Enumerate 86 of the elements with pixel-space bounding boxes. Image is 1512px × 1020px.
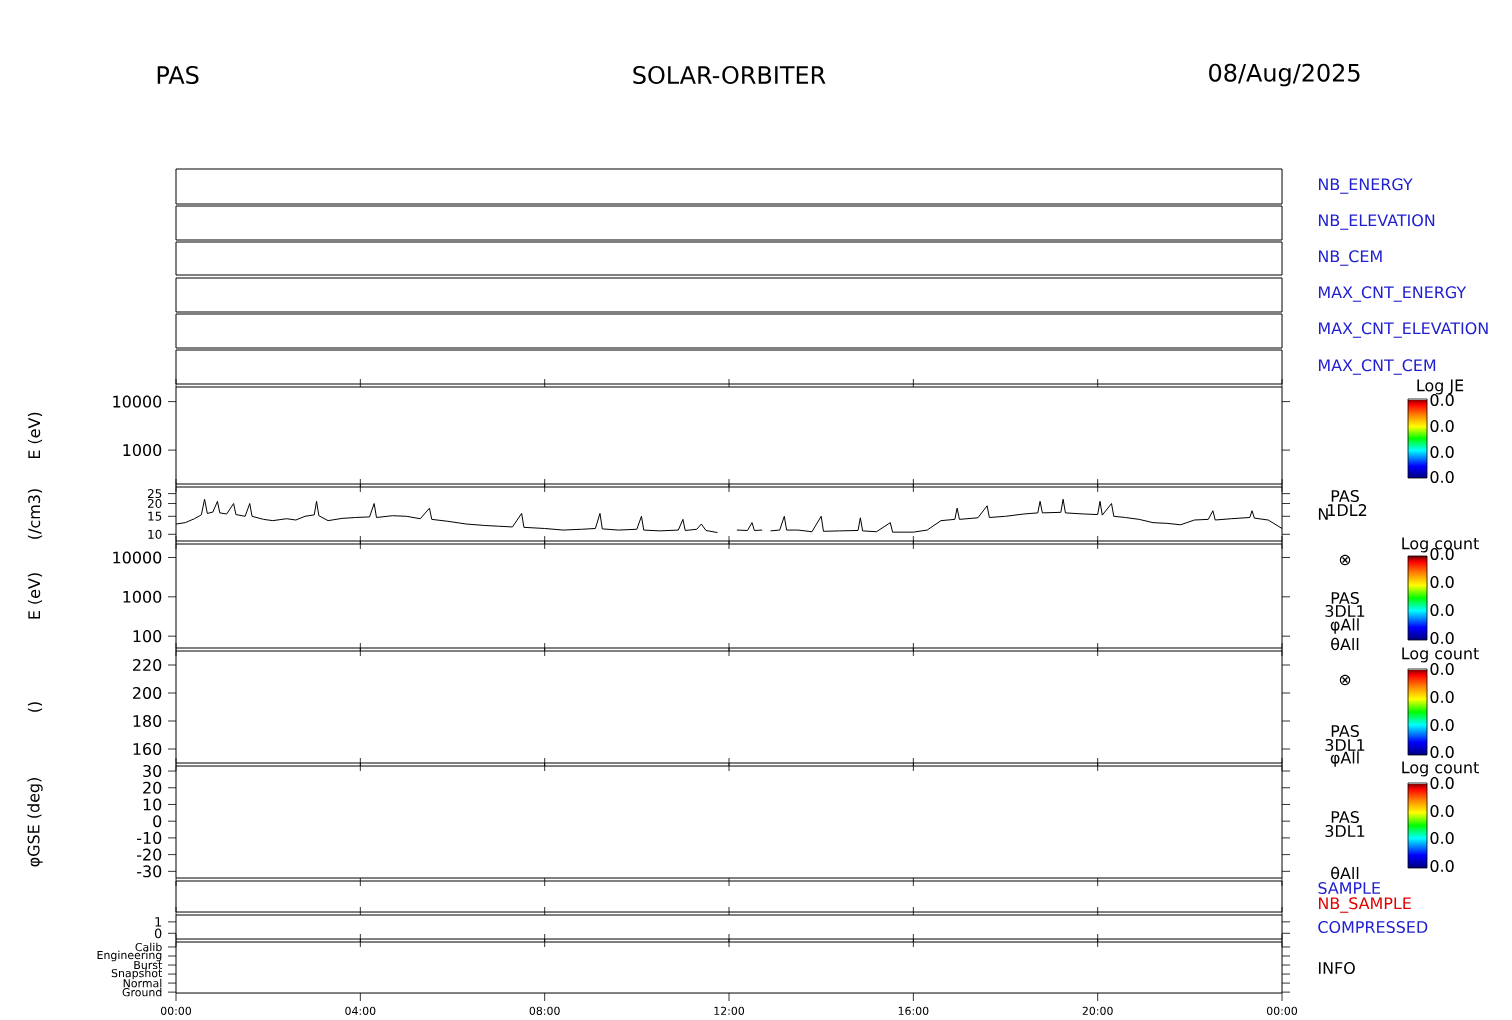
y-tick-label: 160: [133, 742, 162, 756]
y-tick-label: 10000: [113, 395, 162, 408]
y-tick-label: 100: [133, 630, 162, 643]
x-tick-label: 16:00: [898, 1006, 929, 1016]
x-tick-label: 12:00: [714, 1006, 745, 1016]
y-tick-label: 10000: [113, 551, 162, 564]
text: 0.0: [1430, 859, 1454, 873]
text: 3DL1: [1325, 824, 1365, 838]
color-bar-title: Log count: [1402, 647, 1479, 663]
y-tick-label: 10: [148, 529, 162, 539]
y-tick-label: Engineering: [97, 950, 162, 962]
text: 08/Aug/2025: [1209, 63, 1360, 87]
text: ⊗: [1339, 554, 1351, 566]
y-tick-label: Snapshot: [111, 968, 163, 980]
text: PAS: [1331, 810, 1359, 824]
text: MAX_CNT_CEM: [1318, 359, 1436, 375]
text: MAX_CNT_ENERGY: [1318, 286, 1467, 302]
text: SOLAR-ORBITER: [633, 65, 826, 85]
text: 0.0: [1430, 445, 1454, 459]
y-tick-label: Calib: [135, 942, 162, 952]
text: φAll: [1330, 618, 1359, 634]
y-tick-label: 15: [148, 511, 162, 521]
text: 0.0: [1430, 831, 1454, 845]
text: NB_ELEVATION: [1318, 214, 1435, 230]
text: 0.0: [1430, 662, 1454, 676]
y-axis-title: φGSE (deg): [27, 778, 43, 867]
y-tick-label: 0: [154, 928, 162, 939]
color-bar-title: Log count: [1402, 761, 1479, 777]
y-tick-label: 20: [147, 498, 162, 509]
y-axis-title: (/cm3): [27, 489, 43, 539]
y-tick-label: 220: [133, 658, 162, 672]
text: PAS: [1331, 591, 1359, 605]
text: 0.0: [1430, 393, 1454, 407]
text: SAMPLE: [1318, 881, 1381, 895]
y-tick-label: Burst: [134, 960, 163, 970]
text: 0.0: [1430, 690, 1454, 704]
x-tick-label: 00:00: [1266, 1006, 1298, 1016]
y-axis-title: E (eV): [27, 573, 43, 619]
y-tick-label: 25: [147, 489, 162, 499]
y-tick-label: -20: [137, 848, 162, 861]
text: NB_SAMPLE: [1318, 897, 1411, 913]
y-tick-label: 180: [133, 714, 162, 728]
y-tick-label: 30: [143, 764, 162, 778]
text: 0.0: [1430, 776, 1454, 790]
text: PAS: [1331, 724, 1359, 738]
text: 1DL2: [1328, 504, 1367, 516]
y-tick-label: 1000: [123, 590, 162, 603]
y-tick-label: 200: [133, 686, 162, 700]
y-tick-label: 10: [143, 798, 162, 811]
text: 0.0: [1430, 470, 1454, 484]
y-tick-label: 1000: [123, 444, 162, 457]
text: φAll: [1330, 751, 1359, 767]
x-tick-label: 00:00: [160, 1006, 192, 1016]
y-tick-label: 0: [153, 815, 162, 828]
y-tick-label: -10: [137, 831, 162, 844]
text: 0.0: [1430, 631, 1454, 645]
y-tick-label: Ground: [122, 987, 162, 997]
text: θAll: [1331, 866, 1359, 880]
y-tick-label: 20: [143, 781, 162, 794]
x-tick-label: 08:00: [529, 1006, 560, 1016]
text: PAS: [157, 65, 199, 85]
text: INFO: [1318, 961, 1355, 975]
y-tick-label: -30: [137, 865, 162, 878]
text: MAX_CNT_ELEVATION: [1318, 322, 1488, 338]
text: θAll: [1331, 637, 1359, 651]
text: 0.0: [1430, 575, 1454, 589]
y-axis-title: E (eV): [27, 412, 43, 459]
color-bar-title: Log JE: [1417, 379, 1464, 395]
text: 0.0: [1430, 603, 1454, 617]
text: NB_CEM: [1318, 250, 1382, 266]
y-axis-title: (): [27, 702, 43, 712]
text: NB_ENERGY: [1318, 178, 1413, 194]
text: 3DL1: [1325, 604, 1365, 618]
x-tick-label: 04:00: [345, 1006, 376, 1016]
y-tick-label: 1: [155, 917, 162, 927]
text: 0.0: [1430, 419, 1454, 433]
text: COMPRESSED: [1318, 920, 1428, 934]
text: 0.0: [1430, 804, 1454, 818]
text: 3DL1: [1325, 738, 1365, 752]
legend-label: N: [1318, 508, 1328, 520]
text: PAS: [1331, 489, 1359, 503]
text: 0.0: [1430, 718, 1454, 732]
x-tick-label: 20:00: [1082, 1006, 1113, 1016]
y-tick-label: Normal: [123, 978, 162, 988]
text: ⊗: [1339, 674, 1351, 686]
text: 0.0: [1430, 745, 1454, 759]
